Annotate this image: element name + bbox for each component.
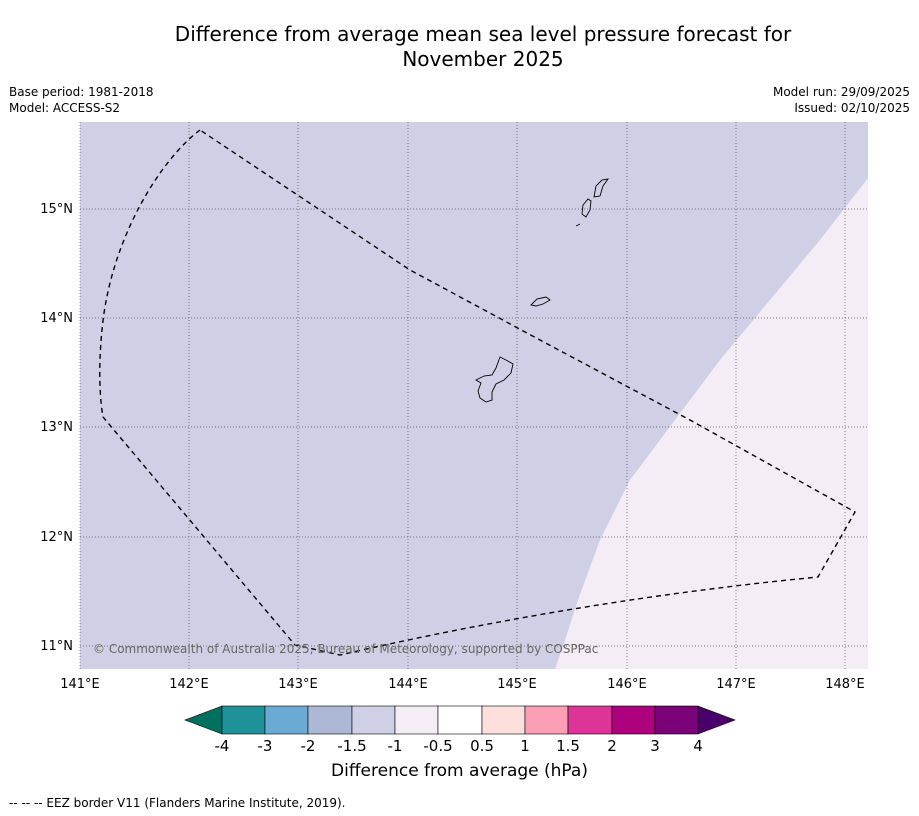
colorbar-tick-8: 1.5 xyxy=(556,737,580,755)
island-aguijan xyxy=(575,223,581,227)
model-name: Model: ACCESS-S2 xyxy=(9,101,121,115)
model-run: Model run: 29/09/2025 xyxy=(772,85,910,99)
lon-label-147: 147°E xyxy=(716,677,756,692)
colorbar-tick-1: -3 xyxy=(258,737,273,755)
colorbar-bin-11 xyxy=(654,705,699,735)
colorbar-bin-2 xyxy=(264,705,309,735)
lon-label-146: 146°E xyxy=(607,677,647,692)
lon-label-143: 143°E xyxy=(278,677,318,692)
colorbar-bin-4 xyxy=(351,705,396,735)
colorbar-bin-6 xyxy=(437,705,483,735)
copyright-notice: © Commonwealth of Australia 2025, Bureau… xyxy=(93,642,598,656)
colorbar-bin-5 xyxy=(394,705,439,735)
colorbar-tick-2: -2 xyxy=(301,737,316,755)
lon-label-141: 141°E xyxy=(60,677,100,692)
colorbar: -4 -3 -2 -1.5 -1 -0.5 0.5 1 1.5 2 3 4 xyxy=(184,705,736,755)
colorbar-bin-1 xyxy=(221,705,266,735)
title-line-1: Difference from average mean sea level p… xyxy=(174,22,792,46)
colorbar-high-arrow xyxy=(697,705,736,735)
colorbar-tick-5: -0.5 xyxy=(423,737,452,755)
island-guam xyxy=(475,356,514,403)
lon-label-148: 148°E xyxy=(825,677,865,692)
lat-label-14: 14°N xyxy=(40,311,73,326)
colorbar-bin-7 xyxy=(481,705,526,735)
island-rota xyxy=(530,296,551,307)
issued-date: Issued: 02/10/2025 xyxy=(794,101,910,115)
title-line-2: November 2025 xyxy=(402,47,564,71)
meta-right: Model run: 29/09/2025 Issued: 02/10/2025 xyxy=(773,84,910,116)
colorbar-tick-9: 2 xyxy=(607,737,617,755)
lon-axis-labels: 141°E 142°E 143°E 144°E 145°E 146°E 147°… xyxy=(60,677,865,692)
colorbar-tick-4: -1 xyxy=(388,737,403,755)
lat-label-12: 12°N xyxy=(40,530,73,545)
lon-label-142: 142°E xyxy=(169,677,209,692)
colorbar-tick-0: -4 xyxy=(215,737,230,755)
colorbar-bin-3 xyxy=(307,705,353,735)
island-saipan xyxy=(593,178,609,198)
colorbar-low-arrow xyxy=(184,705,223,735)
lat-label-15: 15°N xyxy=(40,202,73,217)
lon-label-144: 144°E xyxy=(388,677,428,692)
islands xyxy=(475,178,609,403)
graticule xyxy=(79,122,868,669)
region-near-average xyxy=(555,178,868,669)
lon-label-145: 145°E xyxy=(497,677,537,692)
meta-left: Base period: 1981-2018 Model: ACCESS-S2 xyxy=(9,84,154,116)
lat-label-11: 11°N xyxy=(40,639,73,654)
colorbar-bin-10 xyxy=(611,705,656,735)
map-title: Difference from average mean sea level p… xyxy=(0,22,919,72)
colorbar-bin-8 xyxy=(524,705,569,735)
eez-legend-note: -- -- -- EEZ border V11 (Flanders Marine… xyxy=(9,796,346,810)
lat-label-13: 13°N xyxy=(40,420,73,435)
lat-axis-labels: 15°N 14°N 13°N 12°N 11°N xyxy=(40,202,73,654)
colorbar-tick-3: -1.5 xyxy=(337,737,366,755)
colorbar-title: Difference from average (hPa) xyxy=(331,761,588,781)
eez-border xyxy=(99,129,856,656)
island-tinian xyxy=(581,198,592,218)
colorbar-tick-7: 1 xyxy=(520,737,530,755)
colorbar-tick-6: 0.5 xyxy=(470,737,494,755)
colorbar-bin-9 xyxy=(567,705,613,735)
colorbar-tick-11: 4 xyxy=(693,737,703,755)
base-period: Base period: 1981-2018 xyxy=(9,85,154,99)
colorbar-tick-10: 3 xyxy=(650,737,660,755)
map-area xyxy=(80,122,868,669)
